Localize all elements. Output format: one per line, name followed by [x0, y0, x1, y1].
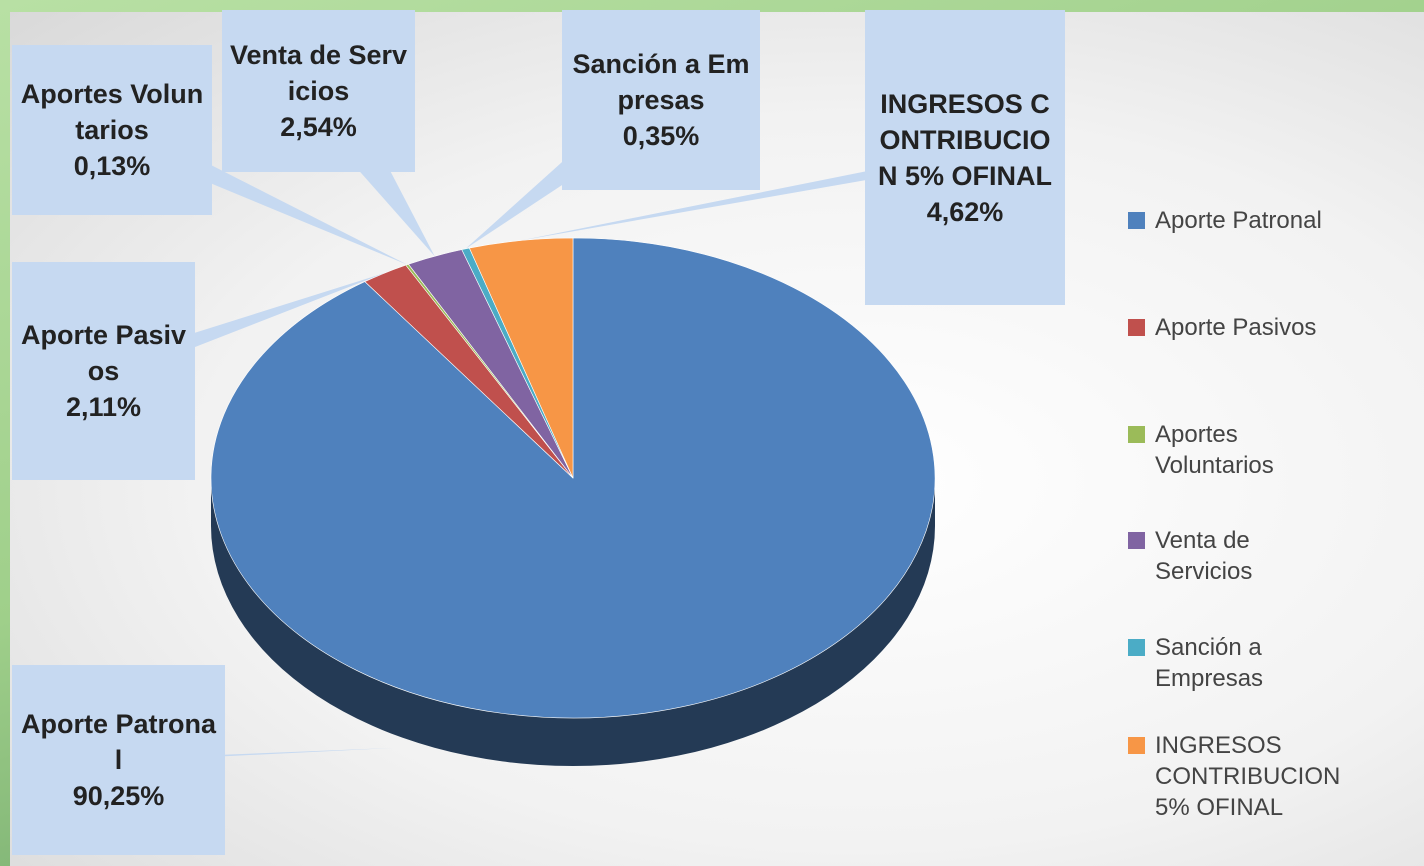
legend-swatch	[1128, 212, 1145, 229]
legend-item: Sanción a Empresas	[1128, 632, 1418, 694]
legend-swatch	[1128, 639, 1145, 656]
legend-swatch	[1128, 737, 1145, 754]
data-label: Sanción a Empresas 0,35%	[562, 10, 760, 190]
legend-swatch	[1128, 532, 1145, 549]
data-label: Venta de Servicios 2,54%	[222, 10, 415, 172]
data-label-name: Aporte Pasivos	[20, 320, 187, 386]
data-label-value: 90,25%	[72, 781, 165, 811]
data-label-name: Sanción a Empresas	[572, 49, 750, 115]
legend-label: Aporte Patronal	[1155, 207, 1322, 234]
data-label: Aportes Voluntarios 0,13%	[12, 45, 212, 215]
data-label: INGRESOS CONTRIBUCION 5% OFINAL 4,62%	[865, 10, 1065, 305]
legend-swatch	[1128, 426, 1145, 443]
legend-label: INGRESOS CONTRIBUCION 5% OFINAL	[1155, 732, 1341, 821]
legend-label: Aportes Voluntarios	[1155, 421, 1274, 479]
data-label-value: 4,62%	[926, 196, 1004, 227]
callout-leader	[520, 157, 995, 241]
data-label-name: Aporte Patronal	[20, 709, 217, 775]
legend-label: Aporte Pasivos	[1155, 314, 1317, 341]
callout-leader	[73, 272, 385, 371]
legend-item: Aporte Pasivos	[1128, 312, 1418, 343]
data-label-name: INGRESOS CONTRIBUCION 5% OFINAL	[877, 88, 1052, 191]
legend-item: Aportes Voluntarios	[1128, 419, 1418, 481]
callout-leader	[288, 91, 435, 257]
legend-swatch	[1128, 319, 1145, 336]
legend-item: Venta de Servicios	[1128, 525, 1418, 587]
legend-label: Venta de Servicios	[1155, 527, 1253, 585]
data-label-value: 0,13%	[73, 151, 151, 181]
data-label-name: Venta de Servicios	[229, 40, 408, 106]
legend-item: Aporte Patronal	[1128, 205, 1418, 236]
data-label-value: 2,11%	[65, 392, 142, 422]
data-label-value: 2,54%	[280, 112, 357, 142]
data-label: Aporte Pasivos 2,11%	[12, 262, 195, 480]
data-label-value: 0,35%	[622, 121, 700, 151]
slice-side	[211, 478, 935, 766]
data-label-name: Aportes Voluntarios	[20, 79, 204, 145]
data-label: Aporte Patronal 90,25%	[12, 665, 225, 855]
slice	[468, 237, 574, 479]
legend-item: INGRESOS CONTRIBUCION 5% OFINAL	[1128, 730, 1418, 823]
legend-label: Sanción a Empresas	[1155, 634, 1264, 692]
